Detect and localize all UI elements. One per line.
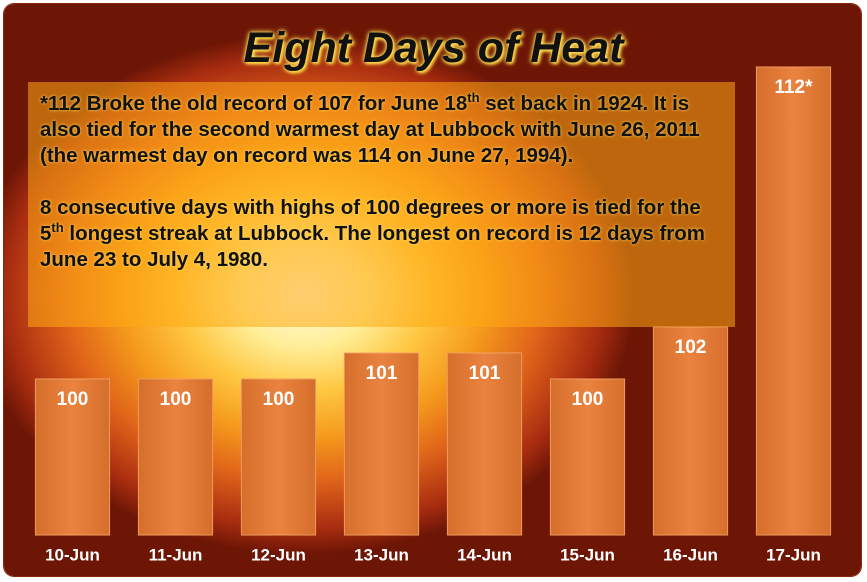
x-tick-label: 13-Jun xyxy=(354,545,409,564)
bar-shade xyxy=(447,353,522,535)
bar-shade xyxy=(344,353,419,535)
annotation-box: *112 Broke the old record of 107 for Jun… xyxy=(28,82,735,327)
annotation-text: *112 Broke the old record of 107 for Jun… xyxy=(40,92,468,115)
value-label: 100 xyxy=(160,389,192,410)
x-tick-label: 15-Jun xyxy=(560,545,615,564)
chart-title: Eight Days of Heat xyxy=(243,24,624,72)
bar-shade xyxy=(653,327,728,535)
x-tick-label: 10-Jun xyxy=(45,545,100,564)
bar-shade xyxy=(138,379,213,535)
x-tick-label: 17-Jun xyxy=(766,545,821,564)
annotation-text: set back in 1924. It is also tied for th… xyxy=(40,92,700,167)
annotation: 8 consecutive days with highs of 100 deg… xyxy=(40,195,728,273)
superscript: th xyxy=(51,220,64,236)
x-tick-label: 11-Jun xyxy=(149,545,203,564)
superscript: th xyxy=(467,90,480,106)
x-tick-label: 12-Jun xyxy=(251,545,306,564)
annotation-text: 8 consecutive days with highs of 100 deg… xyxy=(40,196,701,245)
bar-shade xyxy=(241,379,316,535)
annotation-text: longest streak at Lubbock. The longest o… xyxy=(40,222,706,271)
value-label: 100 xyxy=(572,389,604,410)
bar-shade xyxy=(756,67,831,535)
value-label: 102 xyxy=(675,337,707,358)
value-label: 101 xyxy=(469,363,501,384)
value-label: 100 xyxy=(57,389,89,410)
x-tick-label: 14-Jun xyxy=(457,545,512,564)
bar-shade xyxy=(35,379,110,535)
x-tick-label: 16-Jun xyxy=(663,545,718,564)
annotation: *112 Broke the old record of 107 for Jun… xyxy=(40,91,728,169)
value-label: 101 xyxy=(366,363,398,384)
value-label: 112* xyxy=(774,77,813,98)
value-label: 100 xyxy=(263,389,295,410)
bar-shade xyxy=(550,379,625,535)
